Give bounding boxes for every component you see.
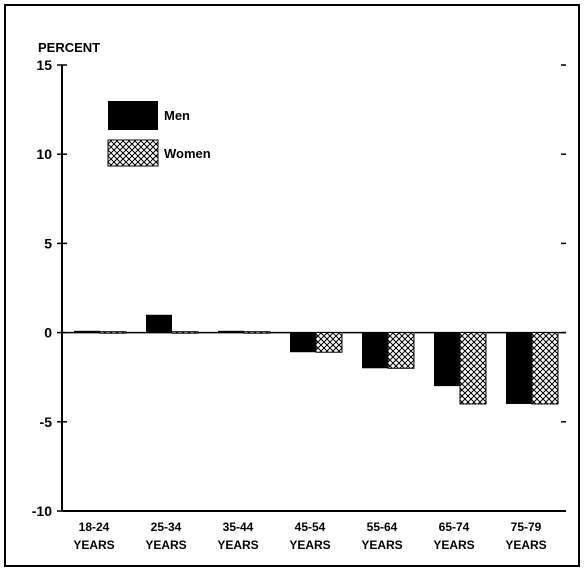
x-tick-label: 65-74 [439,520,470,534]
bar-women-5 [460,333,486,404]
y-tick-label: 10 [36,146,52,162]
legend-swatch-women [108,140,158,166]
x-tick-label: 25-34 [151,520,182,534]
bar-women-0 [100,332,126,334]
bar-men-2 [218,331,244,333]
plot-area [62,65,566,511]
x-tick-label-unit: YEARS [361,538,402,552]
y-tick-label: 15 [36,57,52,73]
bar-men-0 [74,331,100,333]
x-tick-label-unit: YEARS [145,538,186,552]
bar-men-5 [434,333,460,387]
bar-men-1 [146,315,172,333]
y-tick-label: -10 [32,503,52,519]
x-tick-label: 45-54 [295,520,326,534]
x-tick-label-unit: YEARS [505,538,546,552]
legend: Men Women [108,101,211,166]
y-axis-label: PERCENT [38,40,100,55]
bar-men-4 [362,333,388,369]
x-tick-label-unit: YEARS [289,538,330,552]
x-tick-label: 18-24 [79,520,110,534]
legend-label-men: Men [164,108,190,123]
x-axis: 18-24 YEARS 25-34 YEARS 35-44 YEARS 45-54 YEARS… [73,520,546,552]
x-tick-label: 35-44 [223,520,254,534]
bar-women-2 [244,332,270,334]
legend-swatch-men [108,101,158,130]
bar-men-6 [506,333,532,404]
x-tick-label: 55-64 [367,520,398,534]
x-tick-label: 75-79 [511,520,542,534]
bar-women-1 [172,332,198,334]
y-tick-label: -5 [40,414,53,430]
bars-group [74,315,558,404]
bar-women-3 [316,333,342,353]
y-tick-label: 5 [44,235,52,251]
bar-men-3 [290,333,316,353]
y-tick-label: 0 [44,325,52,341]
x-tick-label-unit: YEARS [217,538,258,552]
legend-label-women: Women [164,146,211,161]
bar-women-6 [532,333,558,404]
x-tick-label-unit: YEARS [433,538,474,552]
bar-women-4 [388,333,414,369]
x-tick-label-unit: YEARS [73,538,114,552]
